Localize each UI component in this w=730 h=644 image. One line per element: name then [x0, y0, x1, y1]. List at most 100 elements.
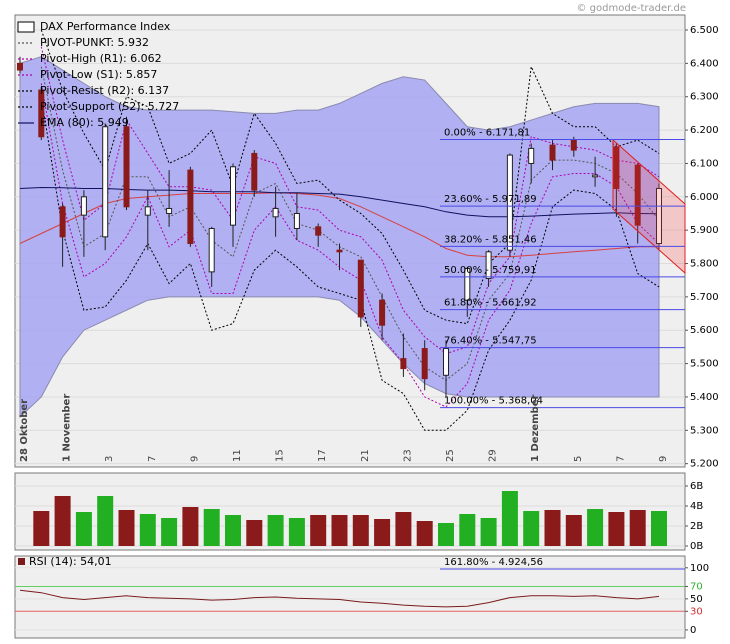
y-tick-label: 6.000	[690, 192, 719, 203]
candle-body	[485, 251, 492, 280]
y-tick-label: 6.500	[690, 25, 719, 36]
candle-body	[187, 169, 194, 245]
x-tick-label: 23	[402, 449, 413, 462]
indicator-line	[40, 96, 660, 431]
y-tick-label: 100	[690, 563, 709, 574]
x-tick-label: 3	[104, 456, 115, 462]
volume-bar	[310, 515, 327, 546]
volume-bar	[331, 515, 348, 546]
candle-body	[549, 144, 556, 161]
candle-body	[272, 207, 279, 218]
volume-bar	[75, 512, 92, 546]
y-tick-label: 6.100	[690, 158, 719, 169]
legend-label: Pivot-High (R1): 6.062	[40, 52, 162, 65]
y-tick-label: 5.700	[690, 292, 719, 303]
candle-body	[357, 259, 364, 318]
volume-bar	[139, 514, 156, 546]
price-plot	[15, 29, 685, 465]
y-tick-label: 5.200	[690, 459, 719, 470]
candle-body	[17, 62, 23, 71]
candle-body	[592, 174, 599, 178]
legend-label: Pivot-Low (S1): 5.857	[40, 68, 157, 81]
candle-body	[506, 154, 513, 251]
x-tick-label: 1 November	[62, 394, 73, 462]
volume-bar	[97, 496, 114, 546]
volume-bar	[416, 521, 433, 546]
volume-bar	[374, 519, 391, 546]
legend-label: PIVOT-PUNKT: 5.932	[40, 36, 149, 49]
y-tick-label: 50	[690, 594, 703, 605]
candle-body	[80, 196, 87, 216]
candle-body	[59, 206, 66, 238]
x-tick-label: 7	[147, 456, 158, 462]
indicator-line	[40, 83, 660, 408]
indicator-line	[40, 29, 660, 325]
fib-label: 38.20% - 5.851,46	[444, 234, 537, 245]
legend-icon	[17, 21, 35, 33]
volume-bar	[33, 511, 50, 546]
fib-label: 23.60% - 5.971,89	[444, 194, 537, 205]
volume-bar	[565, 515, 582, 546]
fib-label: 0.00% - 6.171,81	[444, 127, 530, 138]
x-tick-label: 28 Oktober	[19, 399, 30, 462]
volume-bar	[118, 510, 135, 546]
y-tick-label: 5.400	[690, 392, 719, 403]
y-tick-label: 6.400	[690, 58, 719, 69]
x-tick-label: 21	[360, 449, 371, 462]
overlay: 6.500 6.400 6.300 6.200 6.100 6.000 5.900 5.800…	[15, 20, 719, 636]
volume-bar	[629, 510, 646, 546]
volume-bar	[608, 512, 625, 546]
volume-bar	[544, 510, 561, 546]
y-tick-label: 0	[690, 625, 696, 636]
volume-bar	[246, 520, 263, 546]
indicator-line	[40, 66, 660, 381]
y-tick-label: 0B	[690, 541, 703, 552]
candle-body	[613, 146, 620, 189]
legend-label: Pivot-Support (S2): 5.727	[40, 100, 179, 113]
volume-bar	[203, 509, 220, 546]
y-tick-label: 5.300	[690, 425, 719, 436]
candle-body	[528, 147, 535, 164]
x-tick-label: 25	[445, 449, 456, 462]
candle-body	[570, 139, 577, 151]
y-tick-label: 5.500	[690, 359, 719, 370]
x-tick-label: 1 Dezember	[530, 395, 541, 462]
candle-body	[400, 358, 407, 370]
watermark: © godmode-trader.de	[577, 3, 687, 14]
candle-body	[251, 152, 258, 191]
candle-body	[230, 166, 236, 226]
legend-label: Pivot-Resist (R2): 6.137	[40, 84, 169, 97]
volume-bar	[182, 507, 199, 546]
y-tick-label: 30	[690, 606, 703, 617]
volume-bar	[54, 496, 71, 546]
x-tick-label: 17	[317, 449, 328, 462]
y-tick-label: 6.300	[690, 92, 719, 103]
volume-bar	[225, 515, 241, 546]
volume-bar	[267, 515, 284, 546]
candle-body	[656, 187, 662, 245]
volume-bar	[352, 515, 369, 546]
x-tick-label: 9	[658, 456, 669, 462]
candle-body	[379, 299, 386, 326]
fib-label: 61.80% - 5.661,92	[444, 298, 537, 309]
y-tick-label: 70	[690, 581, 703, 592]
y-tick-label: 6B	[690, 481, 703, 492]
candle-body	[102, 126, 109, 238]
y-tick-label: 5.800	[690, 259, 719, 270]
rsi-line	[19, 589, 660, 608]
volume-bar	[161, 518, 178, 546]
fib-label: 50.00% - 5.759,91	[444, 265, 537, 276]
volume-bar	[587, 509, 604, 546]
y-tick-label: 5.900	[690, 225, 719, 236]
volume-panel	[14, 472, 686, 551]
rsi-panel	[14, 555, 686, 639]
x-tick-label: 5	[573, 456, 584, 462]
volume-bar	[438, 523, 454, 546]
legend-label: DAX Performance Index	[40, 20, 171, 33]
candle-body	[634, 164, 641, 226]
candle-body	[315, 226, 322, 236]
y-tick-label: 4B	[690, 501, 703, 512]
volume-bar	[523, 511, 540, 546]
legend-label: RSI (14): 54,01	[29, 555, 112, 568]
